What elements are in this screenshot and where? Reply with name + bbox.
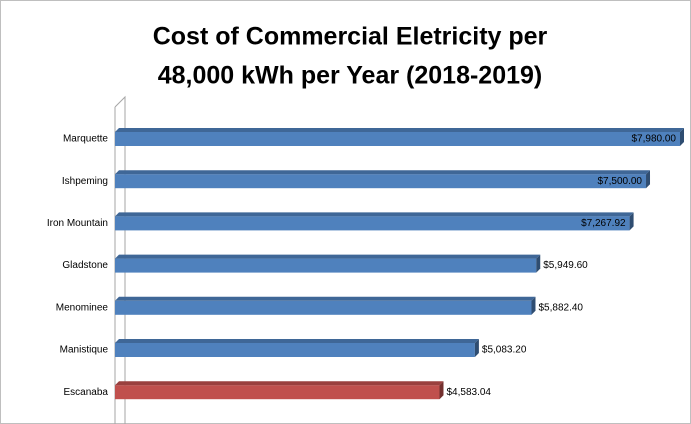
bar-side [536, 254, 541, 273]
data-label: $5,083.20 [482, 345, 527, 356]
data-label: $7,980.00 [632, 134, 677, 145]
data-label: $4,583.04 [446, 387, 491, 398]
bar-top [115, 128, 684, 132]
bar-top [115, 170, 651, 175]
y-tick-label: Manistique [60, 345, 109, 356]
bar-side [646, 170, 651, 189]
chart-title: 48,000 kWh per Year (2018-2019) [158, 62, 543, 90]
bar [115, 174, 647, 189]
bar-top [115, 254, 541, 259]
bar-side [439, 381, 444, 400]
bar [115, 132, 680, 146]
bar-top [115, 339, 479, 343]
data-label: $5,949.60 [543, 260, 588, 271]
bar-top [115, 296, 536, 301]
y-tick-label: Menominee [56, 302, 109, 313]
y-tick-label: Iron Mountain [47, 218, 108, 229]
bar [115, 385, 440, 400]
bar [115, 258, 537, 273]
data-label: $7,500.00 [598, 176, 643, 187]
bar [115, 216, 630, 231]
bar-side [680, 128, 684, 146]
y-tick-label: Ishpeming [62, 176, 108, 187]
bar-side [531, 296, 536, 315]
bar [115, 300, 532, 315]
bar-top [115, 381, 444, 386]
y-tick-label: Gladstone [62, 260, 108, 271]
data-label: $7,267.92 [581, 218, 626, 229]
data-label: $5,882.40 [538, 302, 583, 313]
y-tick-label: Marquette [63, 134, 108, 145]
chart-title: Cost of Commercial Eletricity per [153, 23, 548, 51]
bar-top [115, 212, 634, 217]
bar [115, 343, 475, 357]
y-tick-label: Escanaba [64, 387, 109, 398]
bar-side [629, 212, 634, 231]
bar-side [474, 339, 479, 357]
